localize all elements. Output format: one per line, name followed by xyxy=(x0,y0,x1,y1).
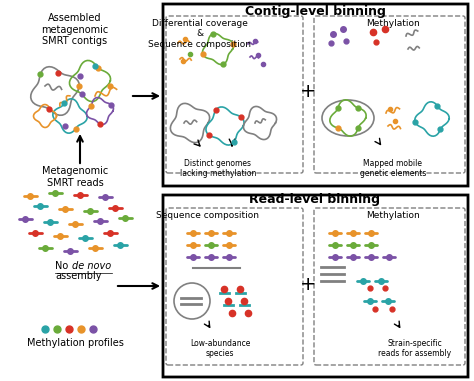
Text: Read-level binning: Read-level binning xyxy=(249,192,381,205)
Text: Methylation profiles: Methylation profiles xyxy=(27,338,123,348)
Text: No: No xyxy=(55,261,72,271)
Text: assembly: assembly xyxy=(55,271,101,281)
FancyBboxPatch shape xyxy=(314,208,465,365)
Text: de novo: de novo xyxy=(72,261,111,271)
Text: Methylation: Methylation xyxy=(366,19,420,28)
Text: Contig-level binning: Contig-level binning xyxy=(245,5,385,18)
Text: Strain-specific
reads for assembly: Strain-specific reads for assembly xyxy=(378,339,452,359)
Text: Metagenomic
SMRT reads: Metagenomic SMRT reads xyxy=(42,166,108,187)
FancyBboxPatch shape xyxy=(163,4,468,186)
Text: Methylation: Methylation xyxy=(366,211,420,220)
FancyBboxPatch shape xyxy=(166,208,303,365)
Text: Assembled
metagenomic
SMRT contigs: Assembled metagenomic SMRT contigs xyxy=(41,13,109,46)
Text: Distinct genomes
lacking methylation: Distinct genomes lacking methylation xyxy=(180,159,256,178)
Text: Differential coverage
&
Sequence composition: Differential coverage & Sequence composi… xyxy=(148,19,252,49)
Text: Low-abundance
species: Low-abundance species xyxy=(190,339,250,359)
Text: +: + xyxy=(300,82,316,101)
FancyBboxPatch shape xyxy=(163,195,468,377)
FancyBboxPatch shape xyxy=(166,16,303,173)
FancyBboxPatch shape xyxy=(314,16,465,173)
Text: Mapped mobile
genetic elements: Mapped mobile genetic elements xyxy=(360,159,426,178)
Text: +: + xyxy=(300,274,316,293)
Text: Sequence composition: Sequence composition xyxy=(156,211,259,220)
